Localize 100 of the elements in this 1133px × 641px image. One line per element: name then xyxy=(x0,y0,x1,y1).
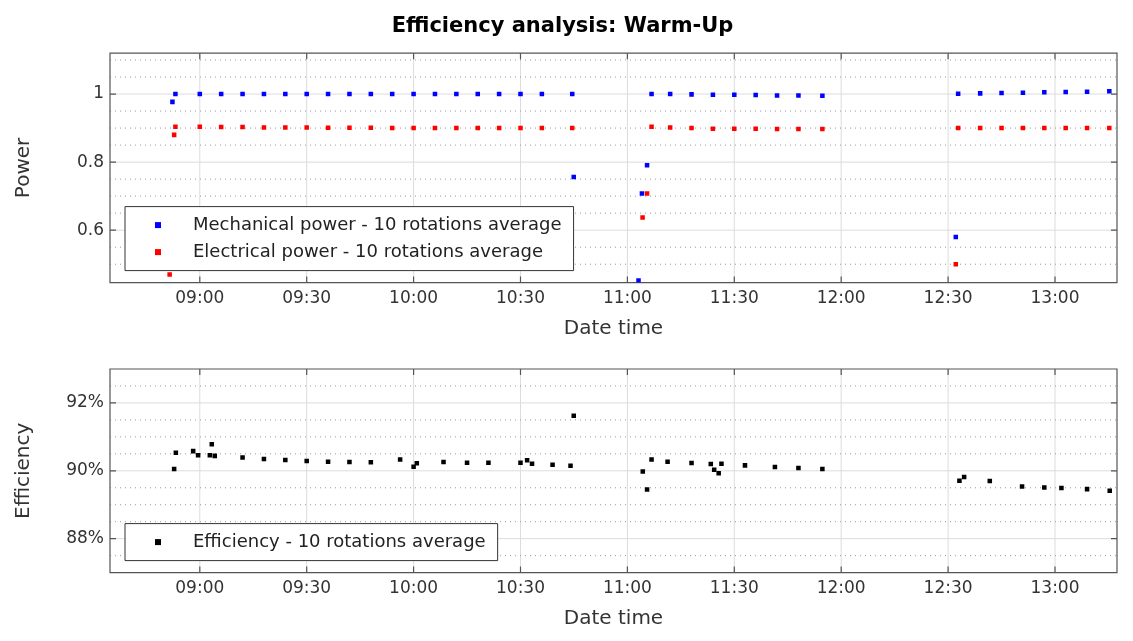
point xyxy=(710,92,716,97)
y-tick-label: 0.6 xyxy=(76,218,104,239)
point xyxy=(649,91,654,97)
point xyxy=(368,460,374,465)
chart-title: Efficiency analysis: Warm-Up xyxy=(391,13,734,38)
point xyxy=(212,453,218,459)
point xyxy=(820,126,825,132)
x-tick-label: 13:00 xyxy=(1030,577,1080,598)
y-tick-label: 88% xyxy=(66,527,104,548)
point xyxy=(644,487,650,492)
point xyxy=(796,93,801,98)
point xyxy=(209,442,215,447)
y-tick-label: 90% xyxy=(66,459,104,480)
x-tick-label: 09:30 xyxy=(282,287,332,308)
point xyxy=(454,125,459,131)
point xyxy=(1063,125,1068,131)
point xyxy=(397,457,403,462)
point xyxy=(261,125,267,130)
point xyxy=(639,191,645,196)
point xyxy=(999,90,1004,96)
point xyxy=(347,459,352,465)
x-axis-title: Date time xyxy=(563,315,664,340)
y-tick-label: 0.8 xyxy=(76,150,104,171)
legend-label: Efficiency - 10 rotations average xyxy=(193,529,486,551)
point xyxy=(347,125,352,130)
point xyxy=(304,91,309,97)
point xyxy=(689,92,694,97)
point xyxy=(1063,89,1068,95)
point xyxy=(464,460,470,465)
point xyxy=(475,91,480,97)
point xyxy=(957,478,962,483)
point xyxy=(719,461,724,466)
x-axis-title: Date time xyxy=(563,605,664,630)
point xyxy=(753,126,758,132)
point xyxy=(742,463,748,468)
x-tick-label: 10:30 xyxy=(496,577,545,598)
point xyxy=(411,91,416,97)
point xyxy=(732,126,737,132)
point xyxy=(649,124,654,129)
x-tick-label: 10:00 xyxy=(389,287,439,308)
point xyxy=(1020,90,1026,95)
point xyxy=(368,125,374,130)
point xyxy=(524,458,530,463)
point xyxy=(977,91,983,96)
point xyxy=(283,457,288,463)
point xyxy=(796,465,801,471)
y-axis-title: Power xyxy=(10,136,35,199)
point xyxy=(173,124,178,129)
point xyxy=(414,461,420,466)
point xyxy=(283,125,288,130)
point xyxy=(732,92,737,97)
point xyxy=(689,460,694,466)
x-tick-label: 11:00 xyxy=(602,287,652,308)
point xyxy=(347,91,352,97)
point xyxy=(710,126,716,132)
point xyxy=(640,469,646,474)
point xyxy=(411,125,416,131)
point xyxy=(518,125,523,131)
point xyxy=(716,470,721,476)
point xyxy=(240,124,245,130)
x-tick-label: 11:00 xyxy=(602,577,652,598)
point xyxy=(283,91,288,97)
point xyxy=(1059,485,1064,491)
x-tick-label: 12:00 xyxy=(816,287,866,308)
point xyxy=(173,91,178,97)
point xyxy=(1019,484,1025,489)
x-tick-label: 13:00 xyxy=(1030,287,1080,308)
x-tick-label: 11:30 xyxy=(709,287,759,308)
point xyxy=(689,125,694,131)
point xyxy=(325,459,331,464)
x-tick-label: 09:30 xyxy=(282,577,332,598)
point xyxy=(999,125,1004,131)
point xyxy=(518,460,523,465)
point xyxy=(1042,90,1047,95)
x-tick-label: 10:00 xyxy=(389,577,439,598)
point xyxy=(571,413,576,419)
point xyxy=(568,463,573,468)
point xyxy=(1107,488,1112,494)
legend-label: Electrical power - 10 rotations average xyxy=(193,239,544,261)
point xyxy=(649,457,654,462)
point xyxy=(529,461,535,466)
y-tick-label: 92% xyxy=(66,391,104,412)
x-tick-label: 12:30 xyxy=(923,577,973,598)
x-tick-label: 09:00 xyxy=(175,287,225,308)
point xyxy=(1042,485,1047,490)
x-tick-label: 11:30 xyxy=(709,577,759,598)
point xyxy=(486,460,491,465)
point xyxy=(753,92,758,98)
point xyxy=(550,462,555,467)
point xyxy=(640,215,645,220)
point xyxy=(411,464,416,469)
point xyxy=(571,174,576,180)
point xyxy=(1084,89,1090,94)
point xyxy=(796,126,801,132)
y-axis-title: Efficiency xyxy=(10,422,35,519)
point xyxy=(441,459,446,465)
y-tick-label: 1 xyxy=(93,82,104,103)
point xyxy=(820,466,825,472)
point xyxy=(454,91,459,97)
point xyxy=(325,125,331,130)
